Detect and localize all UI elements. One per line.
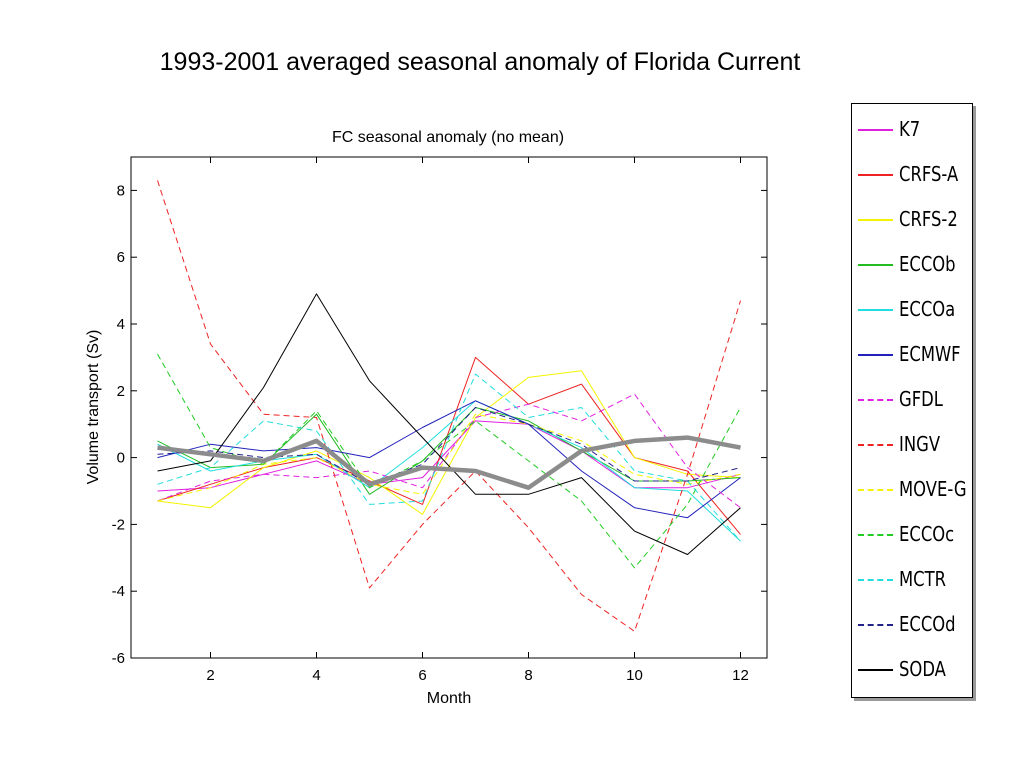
y-tick-label: 0 bbox=[117, 450, 125, 467]
legend-swatch bbox=[858, 534, 893, 536]
legend-label: K7 bbox=[899, 117, 921, 141]
slide-title: 1993-2001 averaged seasonal anomaly of F… bbox=[159, 48, 801, 76]
legend-swatch bbox=[858, 309, 893, 311]
legend-label: MOVE-G bbox=[899, 477, 967, 501]
x-tick-label: 2 bbox=[206, 667, 214, 684]
series-line-crfs-a bbox=[157, 356, 741, 535]
legend-label: ECCOb bbox=[899, 252, 956, 276]
y-tick-label: 4 bbox=[117, 316, 125, 333]
series-line-gfdl bbox=[157, 393, 741, 509]
legend-swatch bbox=[858, 129, 893, 131]
legend-item: MCTR bbox=[852, 564, 972, 594]
legend-item: CRFS-2 bbox=[852, 204, 972, 234]
series-line-move-g bbox=[157, 413, 741, 502]
series-line-mctr bbox=[157, 373, 741, 542]
series-lines bbox=[157, 180, 741, 632]
legend-swatch bbox=[858, 579, 893, 581]
plot-area bbox=[130, 156, 768, 659]
x-tick-label: 12 bbox=[732, 667, 749, 684]
x-tick-label: 6 bbox=[418, 667, 426, 684]
series-line-ingv bbox=[157, 180, 741, 632]
legend-label: MCTR bbox=[899, 567, 947, 591]
chart-title: FC seasonal anomaly (no mean) bbox=[332, 129, 564, 146]
legend-label: ECCOc bbox=[899, 522, 955, 546]
legend: K7 CRFS-A CRFS-2 ECCOb ECCOa ECMWF GFDL INGV MOV… bbox=[851, 103, 973, 698]
legend-swatch bbox=[858, 444, 893, 446]
legend-item: GFDL bbox=[852, 384, 972, 414]
legend-label: CRFS-2 bbox=[899, 207, 958, 231]
legend-label: ECMWF bbox=[899, 342, 961, 366]
x-tick-label: 10 bbox=[626, 667, 643, 684]
series-line-mean bbox=[157, 435, 741, 490]
y-axis-label: Volume transport (Sv) bbox=[85, 330, 102, 485]
legend-swatch bbox=[858, 174, 893, 176]
y-tick-label: 8 bbox=[117, 182, 125, 199]
legend-swatch bbox=[858, 354, 893, 356]
legend-swatch bbox=[858, 264, 893, 266]
series-line-k7 bbox=[157, 420, 741, 492]
legend-item: INGV bbox=[852, 429, 972, 459]
series-line-soda bbox=[157, 293, 741, 555]
y-tick-label: 6 bbox=[117, 249, 125, 266]
series-line-eccod bbox=[157, 407, 741, 485]
y-tick-label: -2 bbox=[112, 516, 125, 533]
legend-label: GFDL bbox=[899, 387, 943, 411]
legend-swatch bbox=[858, 489, 893, 491]
y-tick-label: -4 bbox=[112, 583, 125, 600]
legend-swatch bbox=[858, 399, 893, 401]
legend-item: SODA bbox=[852, 654, 972, 684]
legend-item: ECCOc bbox=[852, 519, 972, 549]
legend-item: K7 bbox=[852, 114, 972, 144]
axis-ticks: 2 4 6 8 10 12 8 6 4 2 0 -2 -4 -6 bbox=[112, 157, 767, 684]
x-tick-label: 8 bbox=[524, 667, 532, 684]
legend-label: INGV bbox=[899, 432, 941, 456]
y-tick-label: 2 bbox=[117, 383, 125, 400]
legend-label: ECCOd bbox=[899, 612, 956, 636]
series-line-eccoa bbox=[157, 400, 741, 542]
series-line-ecmwf bbox=[157, 400, 741, 519]
legend-item: CRFS-A bbox=[852, 159, 972, 189]
legend-swatch bbox=[858, 624, 893, 626]
x-axis-label: Month bbox=[427, 690, 471, 707]
y-tick-label: -6 bbox=[112, 650, 125, 667]
legend-swatch bbox=[858, 669, 893, 671]
legend-label: ECCOa bbox=[899, 297, 956, 321]
legend-item: ECMWF bbox=[852, 339, 972, 369]
legend-swatch bbox=[858, 219, 893, 221]
legend-item: ECCOb bbox=[852, 249, 972, 279]
legend-item: ECCOa bbox=[852, 294, 972, 324]
legend-label: SODA bbox=[899, 657, 946, 681]
legend-item: MOVE-G bbox=[852, 474, 972, 504]
legend-item: ECCOd bbox=[852, 609, 972, 639]
legend-label: CRFS-A bbox=[899, 162, 959, 186]
x-tick-label: 4 bbox=[312, 667, 320, 684]
